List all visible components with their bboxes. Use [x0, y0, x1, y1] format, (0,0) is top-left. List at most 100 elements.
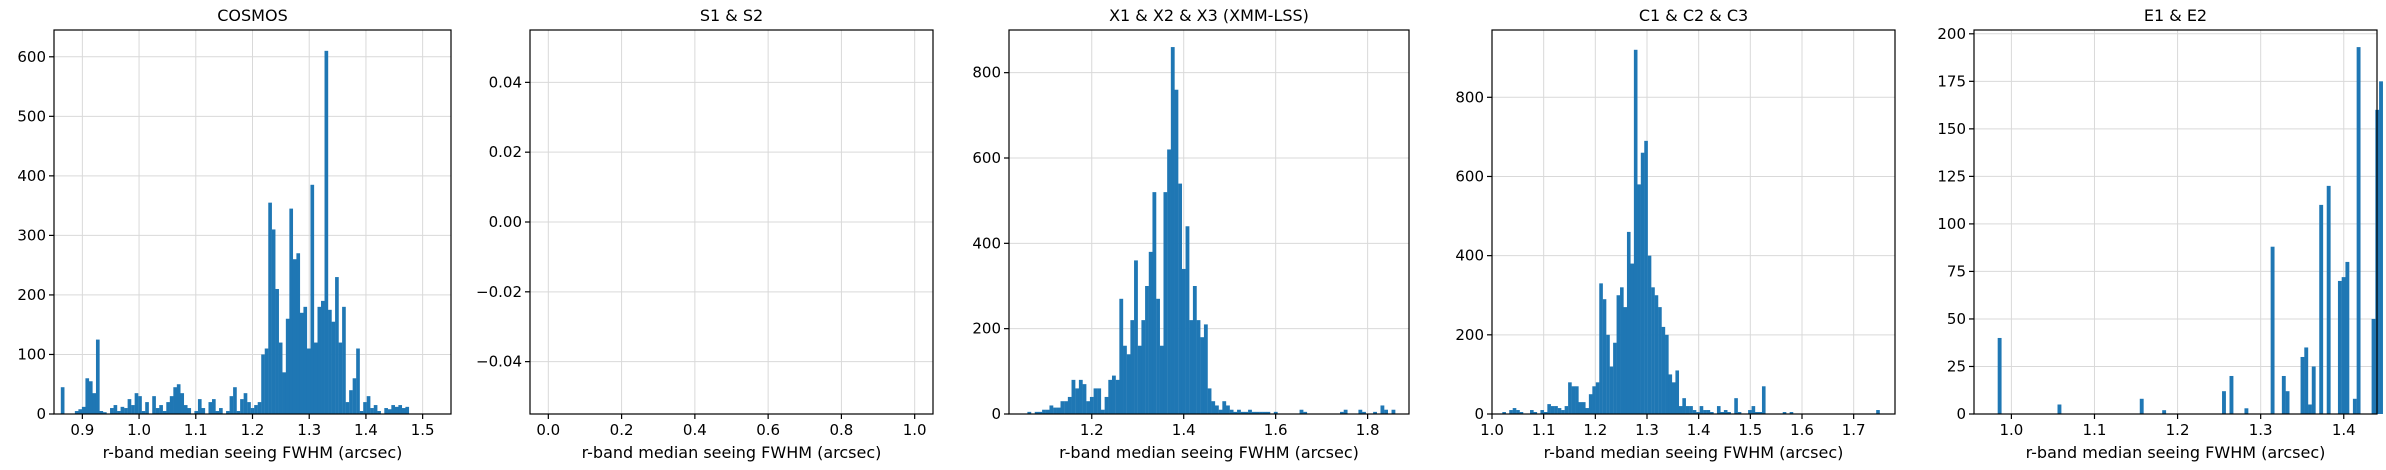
y-tick-label: 800: [972, 64, 1001, 82]
histogram-bar: [2285, 391, 2290, 414]
histogram-bar: [240, 399, 244, 414]
y-tick-label: 500: [17, 107, 46, 125]
histogram-bar: [74, 411, 79, 414]
histogram-bar: [1141, 320, 1146, 414]
histogram-bar: [1251, 411, 1256, 414]
histogram-bar: [215, 411, 220, 414]
histogram-bar: [1373, 411, 1377, 414]
y-tick-label: 600: [17, 48, 46, 66]
chart-title: E1 & E2: [2144, 6, 2207, 25]
histogram-bar: [1696, 412, 1700, 414]
histogram-bar: [1100, 409, 1105, 414]
histogram-bar: [197, 399, 202, 414]
histogram-bar: [124, 408, 128, 414]
histogram-bar: [1200, 337, 1205, 414]
x-tick-label: 1.2: [241, 421, 265, 439]
histogram-bar: [1509, 410, 1513, 414]
histogram-bar: [1049, 405, 1054, 414]
histogram-bar: [2308, 404, 2312, 414]
histogram-bar: [363, 402, 367, 414]
histogram-bar: [1640, 152, 1645, 414]
histogram-bar: [2319, 204, 2324, 414]
x-tick-label: 1.0: [1999, 421, 2023, 439]
histogram-bar: [1384, 409, 1389, 414]
histogram-bar: [268, 202, 272, 414]
histogram-bar: [250, 408, 255, 414]
histogram-bar: [127, 399, 132, 414]
histogram-bar: [1064, 401, 1069, 414]
histogram-bar: [243, 393, 248, 414]
x-tick-label: 1.0: [903, 421, 927, 439]
histogram-bar: [306, 348, 311, 414]
histogram-bar: [271, 229, 276, 414]
histogram-bar: [1692, 410, 1697, 414]
histogram-bar: [1086, 401, 1091, 414]
axes-frame: [1973, 29, 2378, 415]
histogram-bar: [1644, 140, 1648, 414]
histogram-bar: [1340, 411, 1344, 414]
histogram-bar: [1248, 409, 1252, 414]
histogram-bar: [85, 378, 90, 414]
histogram-bar: [113, 405, 118, 414]
histogram-bar: [1682, 398, 1686, 414]
histogram-bar: [373, 405, 378, 414]
histogram-bar: [345, 402, 350, 414]
x-tick-label: 1.2: [1583, 421, 1607, 439]
histogram-bar: [1255, 411, 1260, 414]
histogram-bar: [1222, 401, 1227, 414]
x-tick-label: 1.4: [1172, 421, 1196, 439]
histogram-bar: [1181, 268, 1186, 414]
histogram-bar: [2337, 280, 2342, 414]
histogram-bar: [1599, 283, 1603, 414]
histogram-bar: [1751, 406, 1756, 414]
y-tick-label: 600: [1455, 167, 1484, 185]
histogram-bar: [1303, 411, 1308, 414]
histogram-bar: [138, 396, 142, 414]
histogram-bar: [2139, 398, 2144, 414]
histogram-bar: [1170, 47, 1175, 415]
histogram-bar: [1343, 409, 1348, 414]
histogram-bar: [110, 408, 114, 414]
histogram-bar: [1042, 409, 1046, 414]
histogram-bar: [401, 408, 406, 414]
y-tick-label: 200: [1937, 25, 1966, 43]
x-tick-label: 1.0: [127, 421, 151, 439]
x-tick-label: 1.8: [1356, 421, 1380, 439]
histogram-bar: [1578, 402, 1583, 414]
histogram-bar: [342, 306, 346, 414]
histogram-bar: [1658, 307, 1662, 414]
histogram-bar: [1027, 411, 1032, 414]
histogram-bar: [264, 348, 269, 414]
histogram-bar: [1273, 411, 1278, 414]
histogram-bar: [194, 411, 199, 414]
histogram-bar: [183, 405, 188, 414]
histogram-bar: [275, 288, 279, 414]
histogram-bar: [299, 312, 304, 414]
histogram-bar: [236, 411, 241, 414]
x-tick-label: 1.1: [2083, 421, 2107, 439]
histogram-bar: [219, 408, 223, 414]
histogram-bar: [2371, 318, 2376, 414]
histogram-bar: [1758, 412, 1763, 414]
histogram-bar: [1089, 396, 1094, 414]
histogram-bar: [1557, 408, 1562, 414]
histogram-bar: [1244, 411, 1249, 414]
histogram-bar: [60, 387, 65, 414]
histogram-bar: [1710, 412, 1714, 414]
histogram-bar: [1192, 286, 1197, 414]
histogram-bar: [1540, 410, 1545, 414]
histogram-bar: [1226, 405, 1230, 414]
histogram-bar: [187, 408, 192, 414]
histogram-bar: [155, 408, 160, 414]
histogram-bar: [1661, 326, 1666, 414]
histogram-bar: [1630, 263, 1635, 414]
y-tick-label: 100: [1937, 215, 1966, 233]
histogram-bar: [145, 402, 149, 414]
x-axis-label: r-band median seeing FWHM (arcsec): [582, 443, 882, 462]
histogram-bar: [2281, 375, 2286, 414]
histogram-bar: [1723, 410, 1728, 414]
x-axis-label: r-band median seeing FWHM (arcsec): [1544, 443, 1844, 462]
histogram-bar: [321, 300, 325, 414]
histogram-bar: [1613, 342, 1617, 414]
histogram-bar: [2229, 375, 2234, 414]
